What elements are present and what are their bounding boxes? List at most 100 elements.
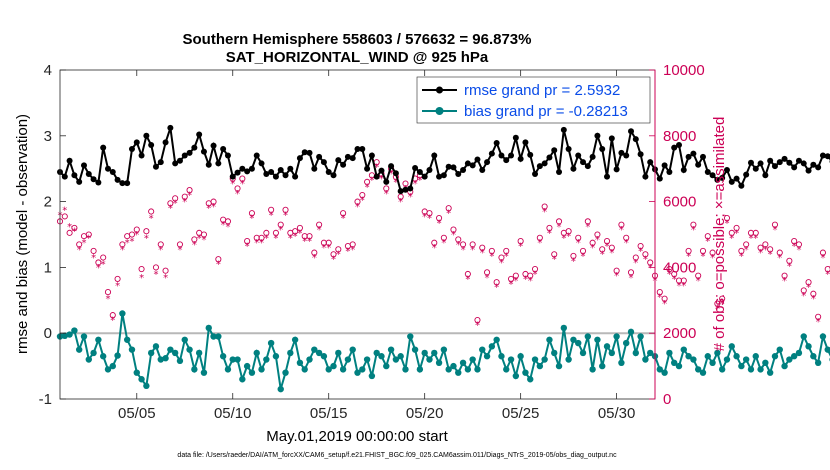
obs-assimilated-point: * [139, 273, 144, 284]
obs-possible-point [714, 300, 721, 307]
rmse-point [114, 176, 121, 183]
obs-assimilated-point: * [72, 227, 77, 238]
obs-assimilated-point: * [681, 281, 686, 292]
bias-point [320, 353, 328, 360]
rmse-point [733, 175, 740, 182]
obs-possible-point [507, 275, 515, 282]
obs-possible-point [445, 205, 452, 212]
rmse-point [61, 173, 68, 180]
obs-possible-point [133, 226, 140, 233]
obs-assimilated-point: * [513, 276, 518, 287]
obs-assimilated-point: * [365, 182, 370, 193]
obs-assimilated-point: * [197, 233, 202, 244]
bias-point [114, 352, 121, 359]
obs-possible-point [186, 187, 193, 194]
obs-possible-point [359, 191, 366, 199]
obs-assimilated-point: * [187, 191, 192, 202]
obs-assimilated-point: * [605, 242, 610, 253]
bias-point [819, 333, 827, 340]
bias-point [455, 369, 462, 376]
bias-point [527, 376, 534, 383]
obs-possible-point [460, 241, 467, 248]
obs-assimilated-point: * [288, 233, 293, 244]
bias-point [383, 362, 390, 370]
bias-point [814, 359, 822, 367]
obs-assimilated-point: * [619, 225, 624, 236]
rmse-point [781, 155, 788, 162]
rmse-point [575, 152, 582, 159]
y-right-tick-label: 2000 [663, 325, 696, 342]
obs-possible-point [517, 238, 524, 245]
bias-point [354, 369, 361, 376]
rmse-point [527, 151, 534, 158]
bias-point [666, 349, 673, 357]
rmse-point [613, 166, 620, 173]
obs-assimilated-point: * [700, 251, 705, 262]
bias-point [555, 362, 563, 370]
obs-assimilated-point: * [182, 197, 187, 208]
bias-point [133, 369, 140, 376]
bias-point [253, 349, 260, 357]
obs-possible-point [685, 247, 692, 254]
rmse-point [604, 173, 611, 180]
rmse-point [536, 163, 543, 170]
bias-point [584, 333, 592, 340]
bias-point [766, 369, 774, 376]
obs-possible-point [306, 233, 313, 240]
obs-assimilated-point: * [489, 251, 494, 262]
bias-point [109, 362, 116, 370]
rmse-point [637, 151, 644, 158]
rmse-point [791, 164, 798, 171]
obs-assimilated-point: * [566, 232, 571, 243]
rmse-point [272, 173, 279, 180]
bias-point [709, 359, 716, 367]
bias-point [162, 355, 169, 362]
obs-assimilated-point: * [77, 245, 82, 256]
obs-assimilated-point: * [437, 218, 442, 229]
obs-assimilated-point: * [216, 260, 221, 271]
obs-possible-point [71, 224, 78, 231]
bias-point [431, 349, 438, 357]
obs-possible-point [800, 287, 807, 294]
rmse-point [383, 178, 390, 185]
obs-assimilated-point: * [192, 240, 197, 251]
obs-assimilated-point: * [461, 245, 466, 256]
obs-possible-point [695, 272, 702, 279]
obs-possible-point [623, 234, 630, 241]
obs-assimilated-point: * [317, 225, 322, 236]
obs-possible-point [618, 221, 625, 228]
obs-possible-point [791, 238, 798, 245]
obs-possible-point [474, 316, 481, 324]
obs-possible-point [815, 313, 822, 320]
obs-possible-point [709, 249, 716, 256]
bias-point [647, 349, 654, 357]
obs-assimilated-point: * [67, 222, 72, 233]
bias-point [85, 356, 92, 363]
bias-point [790, 353, 798, 360]
obs-assimilated-point: * [120, 245, 125, 256]
obs-possible-point [551, 251, 558, 258]
obs-assimilated-point: * [768, 250, 773, 261]
bias-point [157, 356, 164, 363]
bias-point [479, 346, 486, 353]
rmse-point [503, 157, 510, 164]
obs-assimilated-point: * [240, 179, 245, 190]
obs-assimilated-point: * [163, 273, 168, 284]
rmse-point [244, 168, 251, 175]
y-right-tick-label: 8000 [663, 128, 696, 145]
bias-point [599, 362, 606, 370]
rmse-point [248, 165, 255, 172]
rmse-point [747, 159, 754, 166]
y-right-tick-label: 0 [663, 391, 671, 408]
obs-assimilated-point: * [686, 251, 691, 262]
obs-assimilated-point: * [763, 245, 768, 256]
obs-assimilated-point: * [312, 253, 317, 264]
bias-point [728, 343, 735, 350]
obs-assimilated-point: * [105, 294, 110, 305]
rmse-point [402, 186, 409, 193]
bias-point [699, 369, 707, 376]
obs-assimilated-point: * [264, 233, 269, 244]
obs-possible-point [531, 265, 539, 273]
obs-assimilated-point: * [480, 248, 485, 259]
obs-assimilated-point: * [355, 202, 360, 213]
